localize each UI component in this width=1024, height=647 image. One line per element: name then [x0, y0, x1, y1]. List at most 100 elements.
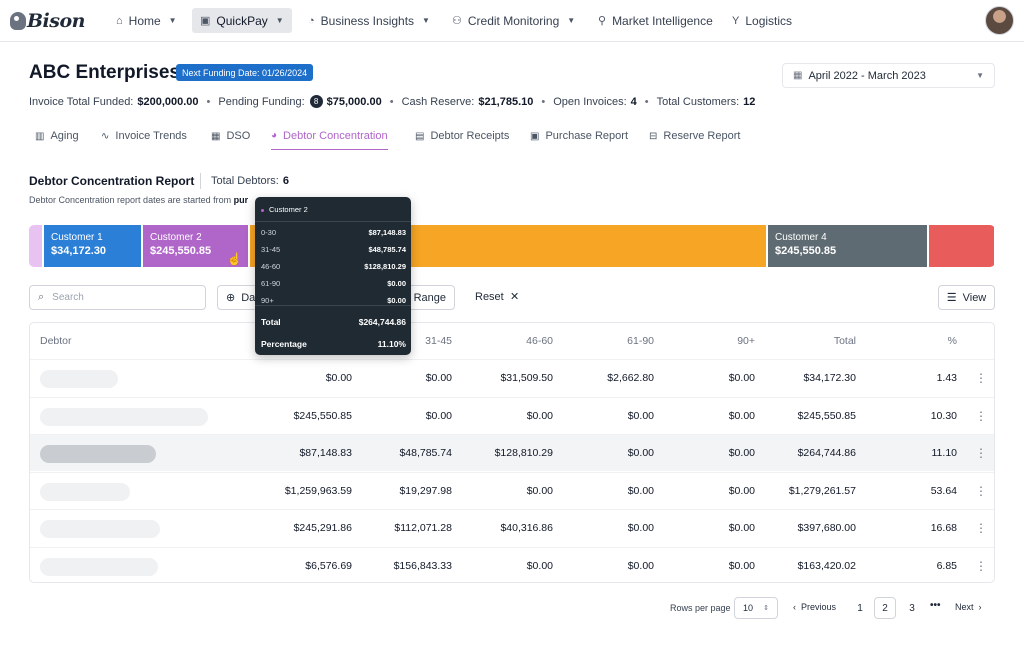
cell-c2: $0.00 — [425, 372, 452, 384]
cell-c3: $31,509.50 — [500, 372, 553, 384]
cell-c3: $0.00 — [526, 409, 553, 422]
report-title: Debtor Concentration Report — [29, 174, 195, 188]
receipt-icon: ▤ — [415, 130, 425, 142]
cell-c5: $0.00 — [728, 409, 755, 422]
cell-c1: $6,576.69 — [305, 559, 352, 572]
range-label: Range — [413, 291, 446, 304]
user-avatar[interactable] — [985, 6, 1014, 35]
concentration-segment[interactable]: Customer 2 $245,550.85 — [142, 225, 249, 267]
column-header-debtor[interactable]: Debtor — [40, 335, 72, 347]
page-3-button[interactable]: 3 — [909, 602, 915, 614]
table-row[interactable]: $245,291.86 $112,071.28 $40,316.86 $0.00 $0.… — [30, 509, 994, 546]
close-icon[interactable]: ✕ — [510, 291, 520, 303]
logo-text: Bison — [27, 10, 85, 32]
total-customers-label: Total Customers: — [656, 95, 740, 108]
nav-credit-monitoring[interactable]: ⚇ Credit Monitoring ▼ — [444, 8, 583, 33]
column-header-46-60[interactable]: 46-60 — [526, 335, 553, 347]
tooltip-bucket-value: $128,810.29 — [364, 262, 406, 271]
table-row[interactable]: $87,148.83 $48,785.74 $128,810.29 $0.00 $0.0… — [30, 434, 994, 471]
previous-page-button[interactable]: ‹ Previous — [793, 602, 837, 612]
tab-purchase-report[interactable]: ▣ Purchase Report — [530, 122, 628, 150]
tab-debtor-receipts[interactable]: ▤ Debtor Receipts — [415, 122, 509, 150]
date-range-select[interactable]: ▦ April 2022 - March 2023 ▼ — [782, 63, 995, 88]
row-menu-icon[interactable]: ⋮ — [975, 408, 987, 423]
row-menu-icon[interactable]: ⋮ — [975, 521, 987, 535]
cell-c4: $0.00 — [627, 484, 654, 497]
total-debtors: Total Debtors: 6 — [211, 175, 289, 187]
tab-label: Reserve Report — [663, 130, 741, 142]
tab-aging[interactable]: ▥ Aging — [35, 122, 79, 150]
bison-logo[interactable]: Bison — [10, 8, 85, 34]
cell-c2: $19,297.98 — [399, 484, 452, 497]
concentration-segment[interactable] — [928, 225, 994, 267]
nav-home[interactable]: ⌂ Home ▼ — [108, 8, 185, 33]
column-header-total[interactable]: Total — [833, 335, 856, 347]
tab-label: DSO — [226, 130, 251, 142]
users-icon: ⚇ — [452, 15, 462, 27]
chevron-down-icon: ▼ — [567, 16, 576, 25]
reset-button[interactable]: Reset — [475, 291, 504, 303]
cell-c2: $0.00 — [425, 409, 452, 422]
nav-quickpay[interactable]: ▣ QuickPay ▼ — [192, 8, 292, 33]
search-placeholder: Search — [52, 292, 84, 303]
page-2-button[interactable]: 2 — [874, 597, 896, 619]
tab-invoice-trends[interactable]: ∿ Invoice Trends — [101, 122, 187, 150]
row-menu-icon[interactable]: ⋮ — [975, 371, 987, 385]
tooltip-bucket-value: $87,148.83 — [368, 228, 406, 237]
chevron-up-down-icon: ⇕ — [763, 605, 769, 612]
column-header-90-plus[interactable]: 90+ — [737, 335, 755, 347]
segment-divider — [42, 225, 44, 267]
concentration-segment[interactable] — [29, 225, 45, 267]
nav-label: Business Insights — [320, 13, 415, 28]
row-menu-icon[interactable]: ⋮ — [975, 558, 987, 573]
tab-dso[interactable]: ▦ DSO — [211, 122, 250, 150]
tab-debtor-concentration[interactable]: ◕ Debtor Concentration — [271, 122, 388, 150]
cell-c1: $87,148.83 — [299, 447, 352, 459]
total-debtors-value: 6 — [282, 175, 289, 187]
tab-reserve-report[interactable]: ⊟ Reserve Report — [649, 122, 740, 150]
table-row[interactable]: $245,550.85 $0.00 $0.00 $0.00 $0.00 $245,550.… — [30, 396, 994, 434]
view-options-button[interactable]: ☰ View — [938, 285, 995, 310]
route-icon: Y — [732, 14, 740, 27]
concentration-segment[interactable]: Customer 1 $34,172.30 — [43, 225, 142, 267]
folder-icon: ⊟ — [649, 130, 658, 142]
segment-divider — [927, 225, 929, 267]
segment-amount: $245,550.85 — [150, 245, 212, 257]
nav-business-insights[interactable]: ◔ Business Insights ▼ — [300, 8, 438, 33]
tooltip-bucket-value: $0.00 — [387, 296, 406, 305]
open-invoices-value: 4 — [630, 95, 637, 108]
top-navigation: Bison ⌂ Home ▼ ▣ QuickPay ▼ ◔ Business Insights… — [0, 0, 1024, 42]
tab-label: Aging — [50, 130, 79, 142]
cell-c5: $0.00 — [728, 522, 755, 534]
rows-per-page-select[interactable]: 10 ⇕ — [734, 597, 778, 619]
table-row[interactable]: $0.00 $0.00 $31,509.50 $2,662.80 $0.00 $34,17… — [30, 359, 994, 396]
tooltip-bucket-row: 46-60 $128,810.29 — [261, 262, 406, 271]
pie-chart-icon: ◕ — [271, 130, 278, 141]
cash-icon: ▣ — [530, 130, 540, 142]
nav-logistics[interactable]: Y Logistics — [724, 8, 800, 33]
row-menu-icon[interactable]: ⋮ — [975, 483, 987, 498]
tab-label: Invoice Trends — [115, 130, 187, 142]
column-header-31-45[interactable]: 31-45 — [425, 335, 452, 347]
cell-c4: $0.00 — [627, 447, 654, 459]
tooltip-divider — [255, 305, 411, 306]
segment-name: Customer 1 — [51, 232, 103, 243]
pending-count-badge[interactable]: 8 — [309, 95, 323, 108]
cell-c4: $0.00 — [627, 522, 654, 534]
search-input[interactable]: ⌕ Search — [29, 285, 206, 310]
column-header-61-90[interactable]: 61-90 — [627, 335, 654, 347]
row-menu-icon[interactable]: ⋮ — [975, 446, 987, 460]
cell-total: $163,420.02 — [797, 559, 856, 572]
table-row[interactable]: $1,259,963.59 $19,297.98 $0.00 $0.00 $0.00 $1… — [30, 471, 994, 509]
cell-c3: $128,810.29 — [494, 447, 553, 459]
table-row[interactable]: $6,576.69 $156,843.33 $0.00 $0.00 $0.00 $163,… — [30, 546, 994, 583]
cell-pct: 11.10 — [931, 447, 958, 459]
next-page-button[interactable]: Next › — [955, 602, 982, 612]
concentration-segment[interactable]: Customer 4 $245,550.85 — [767, 225, 928, 267]
page-1-button[interactable]: 1 — [857, 602, 863, 614]
column-header-percent[interactable]: % — [947, 335, 957, 347]
more-pages-icon[interactable]: ••• — [930, 600, 941, 611]
nav-market-intelligence[interactable]: ⚲ Market Intelligence — [590, 8, 721, 33]
cell-c5: $0.00 — [728, 372, 755, 384]
customer-tooltip: Customer 2 0-30 $87,148.83 31-45 $48,785.74… — [255, 197, 411, 355]
